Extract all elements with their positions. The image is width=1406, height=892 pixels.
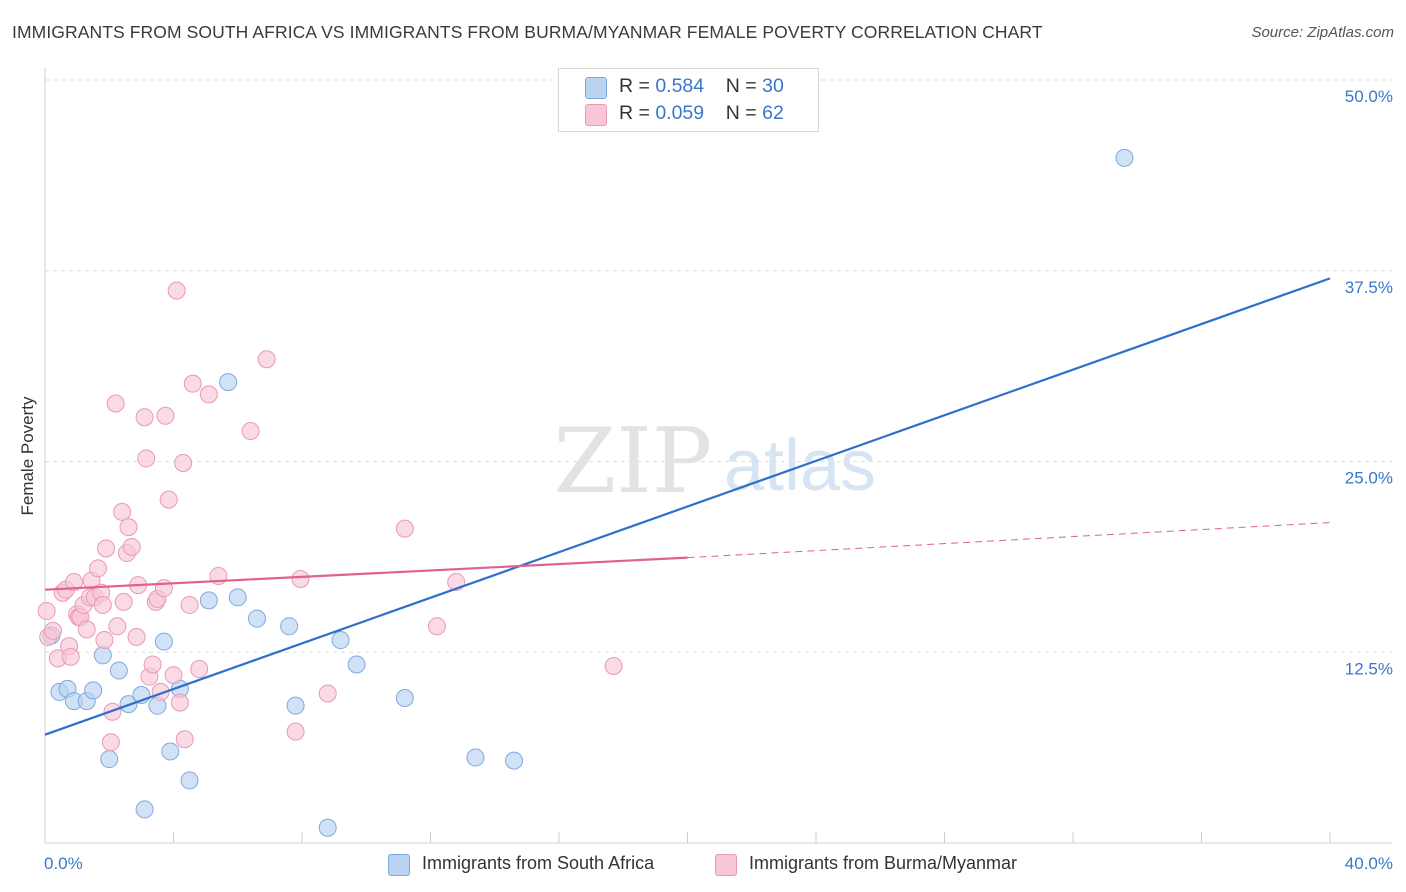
n-value: 30 [762,75,784,97]
point-burma [318,684,337,703]
trend-lines-layer [44,277,1331,736]
point-burma [395,519,414,538]
point-south-africa [318,818,337,837]
point-burma [97,539,116,558]
y-tick-label: 12.5% [1345,659,1393,678]
point-burma [427,617,446,636]
point-south-africa [100,750,119,769]
point-south-africa [505,751,524,770]
point-burma [127,627,146,646]
y-tick-label: 37.5% [1345,278,1393,297]
point-burma [167,281,186,300]
legend-swatch-burma [715,854,737,876]
series-legend: Immigrants from South Africa Immigrants … [0,852,1406,878]
point-burma [108,617,127,636]
point-burma [170,693,189,712]
point-burma [604,656,623,675]
watermark-zip: ZIP [554,409,713,514]
source-credit: Source: ZipAtlas.com [1251,24,1394,41]
legend-label-south-africa: Immigrants from South Africa [422,853,655,873]
point-south-africa [93,646,112,665]
n-value: 62 [762,102,784,124]
point-burma [164,666,183,685]
chart-title: IMMIGRANTS FROM SOUTH AFRICA VS IMMIGRAN… [12,22,1043,42]
point-burma [135,408,154,427]
point-burma [257,350,276,369]
axis-layer [44,68,1392,844]
y-tick-label: 50.0% [1345,87,1393,106]
point-burma [93,595,112,614]
point-south-africa [1115,148,1134,167]
point-burma [122,537,141,556]
point-burma [114,592,133,611]
point-burma [137,449,156,468]
r-value: 0.059 [655,102,705,124]
point-south-africa [466,748,485,767]
n-label: N = [725,75,763,97]
point-south-africa [84,681,103,700]
point-burma [286,722,305,741]
point-south-africa [199,591,218,610]
legend-swatch-south-africa [388,854,410,876]
point-burma [175,730,194,749]
point-burma [143,655,162,674]
grid-layer [45,79,1392,653]
point-south-africa [161,742,180,761]
tick-labels-layer: 12.5% 25.0% 37.5% 50.0% 0.0% 40.0% [44,87,1393,873]
trend-line-burma-extension [687,522,1331,559]
point-south-africa [347,655,366,674]
point-south-africa [331,631,350,650]
point-burma [61,647,80,666]
point-burma [37,602,56,621]
point-burma [174,454,193,473]
correlation-legend: R = 0.584 N = 30 R = 0.059 N = 62 [558,68,819,132]
point-south-africa [219,373,238,392]
point-burma [180,595,199,614]
n-label: N = [725,102,763,124]
r-value: 0.584 [655,75,705,97]
point-south-africa [286,696,305,715]
legend-swatch-burma [585,104,607,126]
r-label: R = [619,102,656,124]
point-burma [159,490,178,509]
point-burma [190,660,209,679]
y-tick-label: 25.0% [1345,469,1393,488]
point-burma [89,559,108,578]
point-burma [106,394,125,413]
point-south-africa [135,800,154,819]
x-tick-label-min: 0.0% [44,854,83,873]
point-south-africa [248,609,267,628]
point-burma [154,579,173,598]
point-burma [101,733,120,752]
point-burma [183,374,202,393]
point-burma [95,631,114,650]
point-burma [291,570,310,589]
point-burma [64,573,83,592]
point-burma [77,620,96,639]
point-burma [156,406,175,425]
point-burma [199,385,218,404]
point-burma [241,421,260,440]
trend-line-south-africa [44,277,1331,736]
points-layer [37,148,1134,837]
watermark: ZIP atlas [554,409,876,514]
point-south-africa [228,588,247,607]
point-burma [44,621,63,640]
point-burma [113,502,132,521]
point-south-africa [395,689,414,708]
legend-label-burma: Immigrants from Burma/Myanmar [749,853,1018,873]
point-south-africa [109,661,128,680]
point-burma [119,518,138,537]
point-south-africa [280,617,299,636]
point-south-africa [154,632,173,651]
legend-swatch-south-africa [585,77,607,99]
point-south-africa [180,771,199,790]
x-tick-label-max: 40.0% [1345,854,1393,873]
trend-line-burma [44,556,688,591]
r-label: R = [619,75,656,97]
